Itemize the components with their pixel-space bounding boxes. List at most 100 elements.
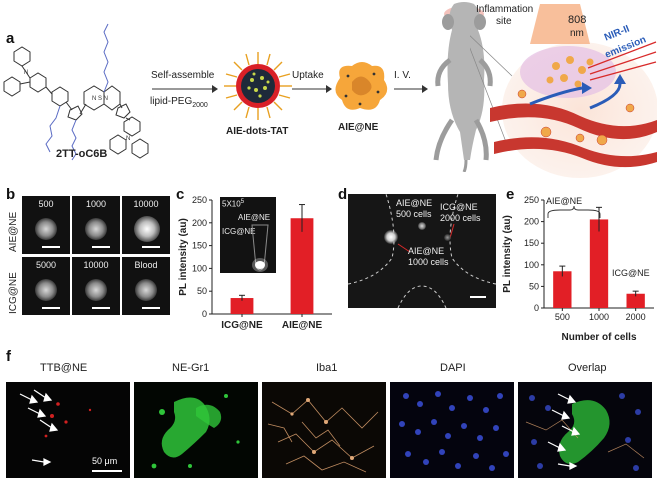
iv-label: I. V. (394, 70, 411, 81)
y-tick-label: 250 (524, 195, 539, 205)
x-tick-label: ICG@NE (221, 320, 263, 331)
x-tick-label: 2000 (626, 312, 646, 322)
inflammation-site-label-line2: site (496, 16, 512, 27)
title-iba1: Iba1 (316, 362, 338, 374)
self-assemble-label: Self-assemble (151, 70, 215, 81)
panel-label-d: d (338, 186, 348, 203)
inset-aie-label: AIE@NE (238, 213, 271, 222)
row-label-aie-ne: AIE@NE (8, 211, 19, 252)
lipid-peg-subscript: 2000 (192, 102, 208, 109)
micrograph-ttb-ne: 50 μm (6, 382, 130, 478)
bar-2000 (626, 293, 645, 308)
tile-count: 5000 (35, 260, 57, 270)
inset-concentration: 5X105 (222, 199, 244, 209)
y-tick-label: 0 (202, 309, 207, 319)
y-tick-label: 100 (524, 260, 539, 270)
inset-concentration-exponent: 5 (240, 199, 245, 205)
inset-icg-label: ICG@NE (222, 227, 256, 236)
iv-arrow (394, 85, 428, 93)
tile-count: 500 (38, 199, 54, 209)
self-assemble-arrow (152, 85, 218, 93)
tile-count: 1000 (85, 199, 107, 209)
bar-ICG@NE (230, 298, 254, 314)
y-tick-label: 100 (192, 263, 207, 273)
panel-label-f: f (6, 348, 11, 365)
molecule-name: 2TT-oC6B (56, 148, 108, 160)
x-tick-label: 1000 (589, 312, 609, 322)
y-tick-label: 150 (524, 238, 539, 248)
y-axis-label: PL intensity (au) (178, 218, 189, 296)
signal-spot-aie-500 (418, 222, 426, 230)
panel-c-inset-image: 5X105 AIE@NE ICG@NE (220, 197, 276, 273)
y-tick-label: 50 (197, 286, 207, 296)
aie-ne-cell-label: AIE@NE (338, 122, 379, 133)
overlap-signal (525, 393, 645, 471)
x-tick-label: 500 (555, 312, 570, 322)
lipid-peg-text: lipid-PEG (150, 96, 193, 107)
iba1-signal (267, 398, 379, 473)
neutrophil-cell-icon (335, 62, 388, 110)
y-tick-label: 200 (524, 217, 539, 227)
tile-aie-1000: 1000 (72, 196, 120, 254)
tile-count: 10000 (83, 260, 109, 270)
y-axis-label: PL intensity (au) (502, 215, 513, 293)
micrograph-overlap (518, 382, 652, 478)
uptake-arrow (292, 85, 332, 93)
molecule-structure-diagram: N S N N N (3, 23, 149, 161)
svg-text:N S N: N S N (92, 96, 108, 102)
signal-spot-aie-1000 (384, 230, 398, 244)
label-aie-500-line1: AIE@NE (396, 198, 433, 208)
icg-ne-label: ICG@NE (612, 268, 650, 278)
tile-aie-500: 500 (22, 196, 70, 254)
label-icg-2000-line1: ICG@NE (440, 202, 478, 212)
group-label-aie-ne: AIE@NE (546, 196, 583, 206)
row-label-icg-ne: ICG@NE (8, 272, 19, 314)
inset-concentration-text: 5X10 (222, 199, 241, 209)
y-tick-label: 200 (192, 218, 207, 228)
tile-icg-10000: 10000 (72, 257, 120, 315)
y-tick-label: 0 (534, 303, 539, 313)
inflammation-site-label-line1: Inflammation (476, 4, 534, 15)
bar-1000 (589, 219, 609, 308)
group-bracket (547, 206, 601, 218)
svg-text:N: N (126, 136, 130, 142)
title-dapi: DAPI (440, 362, 466, 374)
bar-500 (553, 271, 572, 308)
ne-gr1-signal (151, 394, 240, 469)
x-axis-label: Number of cells (561, 332, 636, 343)
ttb-ne-arrows (19, 389, 92, 466)
inflammation-site-diagram (470, 4, 657, 178)
panel-label-c: c (176, 186, 185, 203)
micrograph-dapi (390, 382, 514, 478)
x-tick-label: AIE@NE (282, 320, 323, 331)
y-tick-label: 250 (192, 195, 207, 205)
label-aie-1000-line2: 1000 cells (408, 257, 449, 267)
y-tick-label: 50 (529, 281, 539, 291)
aie-dots-nanoparticle-icon (224, 52, 292, 120)
bar-AIE@NE (290, 218, 314, 314)
aie-dots-label: AIE-dots-TAT (226, 126, 289, 137)
label-icg-2000-line2: 2000 cells (440, 213, 481, 223)
uptake-label: Uptake (292, 70, 324, 81)
scale-bar-line (92, 470, 122, 472)
label-aie-1000-line1: AIE@NE (408, 246, 445, 256)
title-overlap: Overlap (568, 362, 607, 374)
dapi-signal (399, 391, 509, 471)
title-ne-gr1: NE-Gr1 (172, 362, 210, 374)
inset-tube-icon (251, 224, 269, 272)
panel-d-imaging: AIE@NE 500 cells ICG@NE 2000 cells AIE@N… (348, 194, 496, 308)
lipid-peg-label: lipid-PEG2000 (150, 96, 208, 109)
panel-label-a: a (6, 30, 15, 47)
tile-aie-10000: 10000 (122, 196, 170, 254)
panel-label-b: b (6, 186, 16, 203)
scale-bar-label: 50 μm (92, 456, 118, 466)
scale-bar (470, 296, 486, 298)
tile-blood: Blood (122, 257, 170, 315)
laser-unit-label: nm (570, 28, 584, 39)
label-aie-500-line2: 500 cells (396, 209, 432, 219)
mouse-illustration (433, 2, 493, 172)
chart-e-pl-intensity-by-cells: 0 50 100 150 200 250 PL intensity (au) 500 1000 2… (502, 195, 654, 343)
micrograph-iba1 (262, 382, 386, 478)
y-tick-label: 150 (192, 241, 207, 251)
tile-count: 10000 (133, 199, 159, 209)
